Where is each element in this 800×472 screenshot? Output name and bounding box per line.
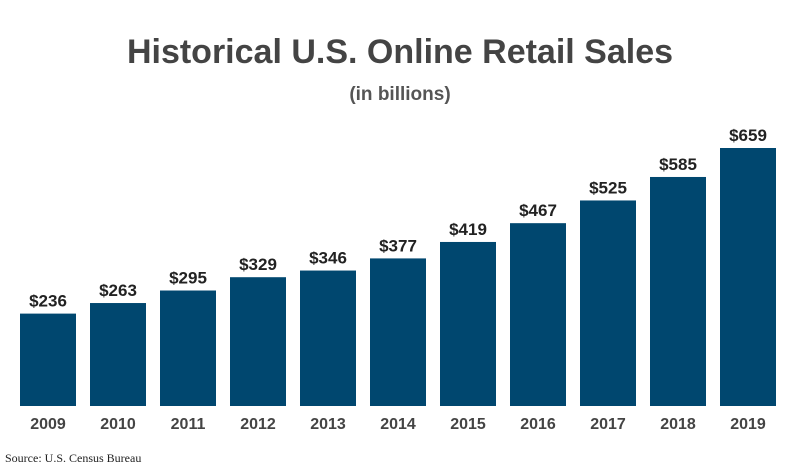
x-tick-label-2009: 2009 <box>30 416 66 433</box>
bar-2010 <box>90 303 146 406</box>
bar-2016 <box>510 223 566 406</box>
x-tick-label-2010: 2010 <box>100 416 136 433</box>
x-tick-label-2019: 2019 <box>730 416 766 433</box>
bar-2018 <box>650 176 706 406</box>
x-tick-label-2011: 2011 <box>171 416 206 433</box>
bar-value-label-2011: $295 <box>169 269 207 288</box>
x-tick-label-2013: 2013 <box>310 416 346 433</box>
bar-2015 <box>440 241 496 406</box>
bar-value-label-2012: $329 <box>239 255 277 274</box>
bar-value-label-2015: $419 <box>449 220 487 239</box>
x-tick-label-2016: 2016 <box>520 416 556 433</box>
bar-2009 <box>20 313 76 406</box>
bar-2014 <box>370 258 426 406</box>
bar-value-label-2009: $236 <box>29 292 67 311</box>
x-tick-label-2012: 2012 <box>240 416 276 433</box>
bar-2019 <box>720 148 776 406</box>
bar-value-label-2017: $525 <box>589 178 627 197</box>
bar-2017 <box>580 200 636 406</box>
chart-title: Historical U.S. Online Retail Sales <box>126 33 674 71</box>
bar-value-label-2018: $585 <box>659 155 697 174</box>
x-tick-label-2018: 2018 <box>660 416 696 433</box>
bar-2012 <box>230 277 286 406</box>
bar-value-label-2016: $467 <box>519 201 557 220</box>
x-tick-label-2015: 2015 <box>450 416 486 433</box>
bar-value-label-2013: $346 <box>309 249 347 268</box>
x-tick-label-2017: 2017 <box>590 416 626 433</box>
bar-value-label-2019: $659 <box>729 126 767 145</box>
bar-value-label-2014: $377 <box>379 236 417 255</box>
x-tick-label-2014: 2014 <box>380 416 416 433</box>
bar-2011 <box>160 290 216 406</box>
source-note: Source: U.S. Census Bureau <box>5 451 142 465</box>
bar-2013 <box>300 270 356 406</box>
chart-subtitle: (in billions) <box>349 84 451 105</box>
bar-value-label-2010: $263 <box>99 281 137 300</box>
